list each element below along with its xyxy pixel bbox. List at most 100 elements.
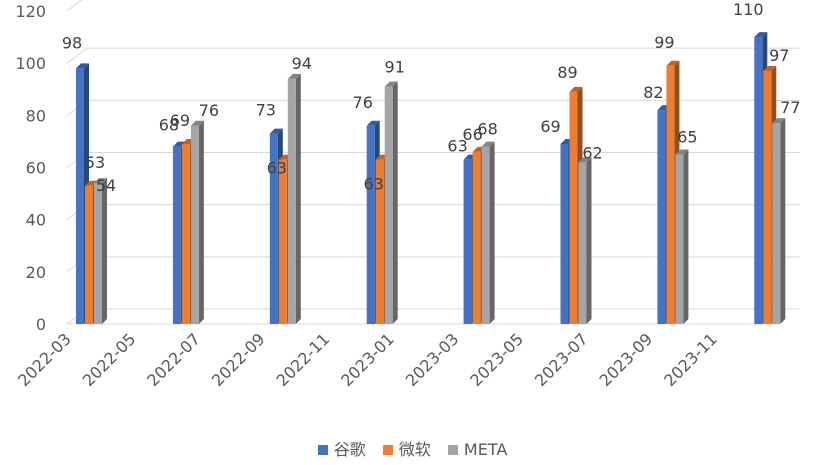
- x-tick-label: 2023-07: [531, 329, 592, 390]
- bar-微软-2022-09: [278, 159, 287, 324]
- bar-top: [269, 128, 283, 134]
- bar-side: [102, 178, 107, 324]
- bar-top: [754, 32, 768, 38]
- y-tick-label: 120: [15, 2, 46, 21]
- bar-META-2022-06: [190, 125, 199, 325]
- legend: 谷歌 微软 META: [0, 436, 825, 460]
- bar-top: [76, 63, 89, 69]
- bar-微软-2023-03: [472, 151, 481, 324]
- legend-item-google: 谷歌: [317, 436, 366, 460]
- bar-side: [489, 141, 495, 324]
- bar-top: [94, 178, 107, 184]
- data-label: 66: [462, 125, 482, 144]
- legend-swatch-google: [317, 445, 328, 455]
- bar-谷歌-2023-03: [463, 159, 472, 324]
- x-tick-label: 2023-03: [402, 329, 463, 390]
- bar-谷歌-2023-12: [754, 37, 763, 324]
- data-label: 99: [654, 33, 674, 52]
- x-tick-label: 2023-09: [596, 329, 657, 390]
- bar-微软-2023-06: [569, 91, 578, 324]
- bar-side: [683, 149, 689, 324]
- bar-top: [366, 120, 380, 126]
- x-tick-label: 2023-11: [660, 329, 721, 390]
- bar-META-2023-06: [578, 162, 587, 324]
- bar-side: [780, 118, 786, 325]
- data-label: 68: [477, 120, 497, 139]
- legend-label-microsoft: 微软: [398, 440, 431, 459]
- data-label: 97: [769, 46, 789, 65]
- data-label: 63: [447, 137, 467, 156]
- bar-top: [675, 149, 689, 155]
- data-label: 73: [256, 101, 276, 120]
- legend-label-google: 谷歌: [333, 440, 366, 459]
- data-label: 63: [364, 175, 384, 194]
- data-label: 68: [159, 116, 179, 135]
- bar-META-2023-03: [481, 146, 490, 324]
- bar-谷歌-2023-06: [560, 144, 569, 324]
- legend-swatch-microsoft: [382, 445, 393, 455]
- x-tick-label: 2023-01: [337, 329, 398, 390]
- x-tick-label: 2022-03: [14, 329, 75, 390]
- bar-top: [481, 141, 495, 147]
- bar-谷歌-2023-09: [657, 110, 666, 324]
- gridline-slant: [66, 47, 88, 64]
- data-label: 54: [96, 176, 116, 195]
- y-tick-label: 40: [26, 211, 46, 230]
- bar-谷歌-2022-12: [366, 125, 375, 325]
- y-tick-label: 80: [26, 106, 46, 125]
- data-label: 53: [85, 153, 105, 172]
- bar-META-2022-03: [94, 183, 102, 324]
- legend-swatch-meta: [447, 445, 458, 455]
- y-tick-label: 0: [36, 315, 46, 334]
- bar-side: [586, 157, 592, 324]
- legend-item-meta: META: [447, 440, 508, 459]
- bar-微软-2022-03: [85, 185, 93, 324]
- x-tick-label: 2022-11: [273, 329, 334, 390]
- bar-side: [295, 73, 301, 324]
- x-tick-label: 2022-09: [208, 329, 269, 390]
- x-tick-label: 2022-07: [143, 329, 204, 390]
- data-label: 110: [733, 0, 764, 19]
- bar-META-2023-12: [772, 123, 781, 325]
- data-label: 76: [199, 101, 219, 120]
- bar-top: [172, 141, 186, 147]
- bar-谷歌-2022-09: [269, 133, 278, 324]
- bar-META-2023-09: [675, 154, 684, 324]
- data-label: 89: [557, 63, 577, 82]
- data-label: 62: [582, 143, 602, 162]
- y-tick-label: 20: [26, 263, 46, 282]
- data-label: 94: [292, 54, 312, 73]
- data-label: 82: [643, 83, 663, 102]
- bar-side: [198, 120, 204, 325]
- y-tick-label: 100: [15, 54, 46, 73]
- data-label: 65: [677, 127, 697, 146]
- bar-微软-2023-09: [666, 65, 675, 325]
- legend-item-microsoft: 微软: [382, 436, 431, 460]
- data-label: 98: [62, 33, 82, 52]
- bar-谷歌-2022-06: [172, 146, 181, 324]
- bar-top: [772, 118, 786, 124]
- bar-微软-2022-12: [375, 159, 384, 324]
- bar-top: [569, 86, 583, 92]
- bar-top: [578, 157, 592, 163]
- bar-top: [666, 60, 680, 66]
- y-tick-label: 60: [26, 159, 46, 178]
- data-label: 91: [385, 58, 405, 77]
- x-tick-label: 2022-05: [79, 329, 140, 390]
- bar-META-2022-09: [287, 78, 296, 324]
- bar-top: [287, 73, 301, 79]
- data-label: 69: [540, 117, 560, 136]
- data-label: 77: [780, 98, 800, 117]
- bar-top: [190, 120, 204, 126]
- data-label: 76: [353, 93, 373, 112]
- bar-top: [85, 180, 98, 186]
- legend-label-meta: META: [463, 440, 508, 459]
- gridline-slant: [66, 0, 83, 12]
- bar-微软-2023-12: [763, 70, 772, 324]
- data-label: 63: [267, 159, 287, 178]
- bar-side: [392, 81, 398, 325]
- bar-top: [384, 81, 398, 87]
- data-label: 69: [170, 111, 190, 130]
- bar-谷歌-2022-03: [76, 68, 84, 324]
